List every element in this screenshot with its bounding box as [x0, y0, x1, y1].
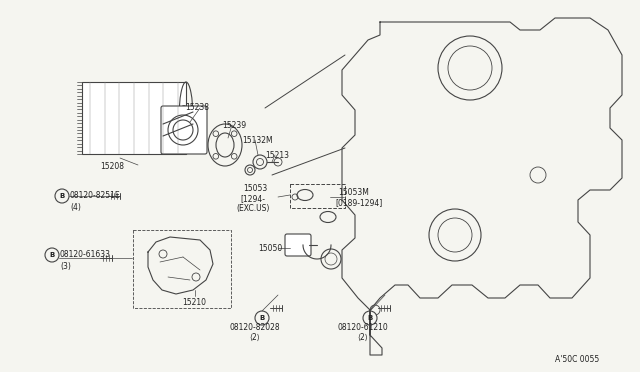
- Text: ⟨2⟩: ⟨2⟩: [249, 333, 260, 342]
- Text: [0189-1294]: [0189-1294]: [335, 198, 382, 207]
- Text: 15239: 15239: [222, 121, 246, 130]
- Text: 08120-8251E: 08120-8251E: [70, 191, 120, 200]
- Text: B: B: [259, 315, 264, 321]
- Text: 15213: 15213: [265, 151, 289, 160]
- FancyBboxPatch shape: [285, 234, 311, 256]
- FancyBboxPatch shape: [161, 106, 207, 154]
- Text: A'50C 0055: A'50C 0055: [555, 355, 599, 364]
- Text: 15210: 15210: [182, 298, 206, 307]
- Text: 08120-61633: 08120-61633: [60, 250, 111, 259]
- Circle shape: [363, 311, 377, 325]
- Text: 15238: 15238: [185, 103, 209, 112]
- Text: B: B: [60, 193, 65, 199]
- Text: (3): (3): [60, 262, 71, 271]
- Text: 15208: 15208: [100, 162, 124, 171]
- Text: B: B: [367, 315, 372, 321]
- Text: (EXC.US): (EXC.US): [236, 204, 269, 213]
- Text: 15053: 15053: [243, 184, 268, 193]
- Bar: [82, 82, 186, 154]
- Text: 15050: 15050: [258, 244, 282, 253]
- Text: 08120-82028: 08120-82028: [230, 323, 280, 332]
- Text: 15053M: 15053M: [338, 188, 369, 197]
- Text: 08120-61210: 08120-61210: [338, 323, 388, 332]
- Text: (4): (4): [70, 203, 81, 212]
- Circle shape: [255, 311, 269, 325]
- Text: B: B: [49, 252, 54, 258]
- Text: [1294-: [1294-: [240, 194, 265, 203]
- Bar: [133, 230, 231, 308]
- Circle shape: [45, 248, 59, 262]
- Text: 15132M: 15132M: [242, 136, 273, 145]
- Bar: [290, 184, 345, 208]
- Text: ⟨2⟩: ⟨2⟩: [357, 333, 368, 342]
- Circle shape: [55, 189, 69, 203]
